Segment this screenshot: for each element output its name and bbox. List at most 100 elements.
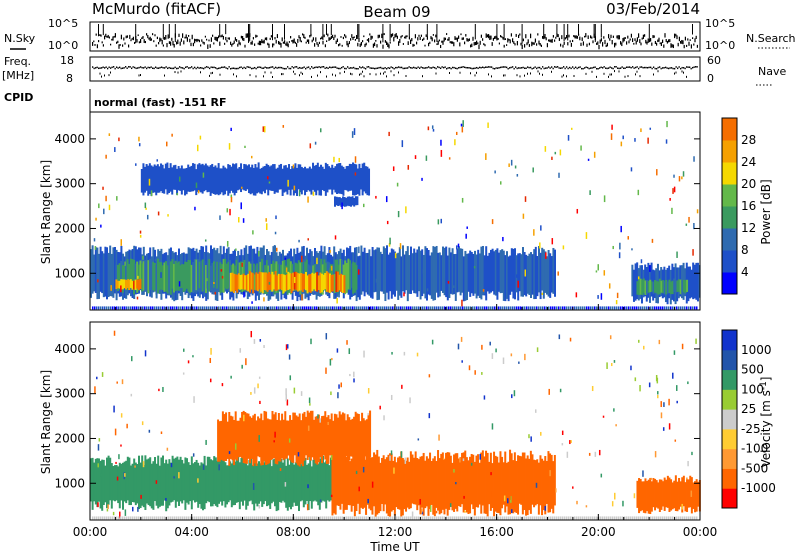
freq-trace-point — [224, 66, 226, 68]
power-cell — [152, 261, 155, 291]
nsky-trace-point — [425, 34, 427, 37]
power-speck — [252, 230, 254, 235]
power-cell — [349, 260, 352, 290]
power-baseline-cell — [290, 306, 292, 310]
power-speck — [114, 147, 116, 153]
power-cell — [462, 256, 465, 302]
velocity-cell — [650, 481, 653, 512]
nsky-trace-point — [688, 41, 690, 46]
freq-trace-point — [513, 67, 515, 70]
velocity-baseline-cell — [510, 516, 512, 520]
nave-trace-point — [359, 73, 360, 76]
velocity-speck — [306, 504, 309, 511]
power-colorbar-cell — [722, 250, 737, 273]
power-cell — [149, 258, 152, 291]
power-cell — [303, 273, 306, 290]
nsky-trace-point — [573, 35, 575, 38]
velocity-cell — [641, 481, 644, 511]
velocity-baseline-cell — [526, 516, 528, 520]
velocity-baseline-cell — [518, 516, 520, 520]
velocity-cell — [361, 450, 364, 509]
nsky-trace-point — [444, 37, 446, 41]
velocity-cell — [513, 452, 516, 512]
freq-trace-point — [108, 66, 110, 68]
power-cell — [528, 253, 531, 295]
freq-trace-point — [96, 66, 98, 69]
nsky-trace-point — [557, 34, 559, 38]
power-baseline-cell — [540, 306, 542, 310]
velocity-speck — [173, 476, 175, 479]
nave-trace-point — [476, 71, 477, 74]
power-speck — [146, 214, 149, 220]
power-speck — [557, 271, 559, 276]
freq-trace-point — [240, 66, 242, 68]
velocity-speck — [673, 350, 676, 355]
velocity-baseline-cell — [390, 516, 392, 520]
freq-trace-point — [521, 67, 523, 69]
power-baseline-cell — [448, 306, 450, 310]
velocity-speck — [330, 391, 332, 396]
freq-trace-point — [597, 67, 599, 70]
velocity-baseline-cell — [678, 516, 680, 520]
power-cell — [228, 164, 231, 194]
freq-trace-point — [584, 67, 586, 69]
nsky-trace-point — [508, 38, 510, 41]
nsky-trace-point — [591, 36, 593, 39]
velocity-baseline-cell — [116, 516, 118, 520]
power-cell — [314, 272, 317, 292]
nsky-trace-point — [455, 37, 457, 40]
freq-trace-point — [95, 67, 97, 69]
power-speck — [693, 222, 695, 230]
freq-trace-point — [263, 67, 265, 69]
nsky-trace-point — [124, 42, 126, 45]
freq-trace-point — [135, 67, 137, 70]
velocity-cell — [184, 457, 187, 510]
velocity-baseline-cell — [380, 516, 382, 520]
power-cell — [187, 164, 190, 192]
velocity-cell — [499, 451, 502, 516]
freq-trace-point — [402, 67, 404, 70]
power-speck — [93, 238, 96, 242]
power-cell — [214, 263, 217, 290]
velocity-baseline-cell — [218, 516, 220, 520]
nsky-trace-point — [162, 44, 164, 47]
power-baseline-cell — [684, 306, 686, 310]
velocity-cell — [397, 457, 400, 509]
velocity-cell — [475, 455, 478, 508]
power-baseline-cell — [274, 306, 276, 310]
velocity-cell — [203, 455, 206, 510]
nave-trace-point — [384, 71, 386, 74]
velocity-speck — [657, 391, 659, 395]
nsky-trace-point — [678, 36, 680, 42]
nsky-trace-point — [333, 37, 335, 41]
power-cell — [321, 166, 324, 191]
velocity-baseline-cell — [524, 516, 526, 520]
nsky-trace-point — [622, 38, 624, 43]
power-cell — [98, 253, 100, 299]
power-cell — [190, 264, 193, 293]
freq-trace-point — [468, 67, 470, 69]
nsky-trace-point — [299, 37, 301, 42]
freq-trace-point — [408, 66, 410, 68]
velocity-baseline-cell — [110, 516, 112, 520]
nsky-trace-point — [408, 36, 410, 40]
power-baseline-cell — [204, 306, 206, 310]
freq-trace-point — [641, 66, 643, 68]
freq-trace-point — [168, 66, 170, 69]
power-speck — [154, 258, 157, 262]
nsky-trace-point — [578, 33, 580, 36]
x-axis-label: Time UT — [369, 540, 420, 554]
velocity-speck — [192, 453, 195, 457]
nsky-trace-point — [107, 34, 109, 38]
velocity-cell — [269, 419, 272, 461]
power-cell — [121, 279, 124, 290]
nave-trace-point — [614, 70, 615, 73]
power-speck — [571, 127, 573, 130]
nsky-trace-point — [549, 39, 551, 42]
velocity-cell — [292, 412, 295, 463]
nsky-trace-point — [322, 40, 324, 45]
freq-trace-point — [626, 66, 628, 69]
nsky-trace-point — [442, 40, 444, 45]
velocity-cell — [239, 417, 242, 457]
velocity-baseline-cell — [690, 516, 692, 520]
